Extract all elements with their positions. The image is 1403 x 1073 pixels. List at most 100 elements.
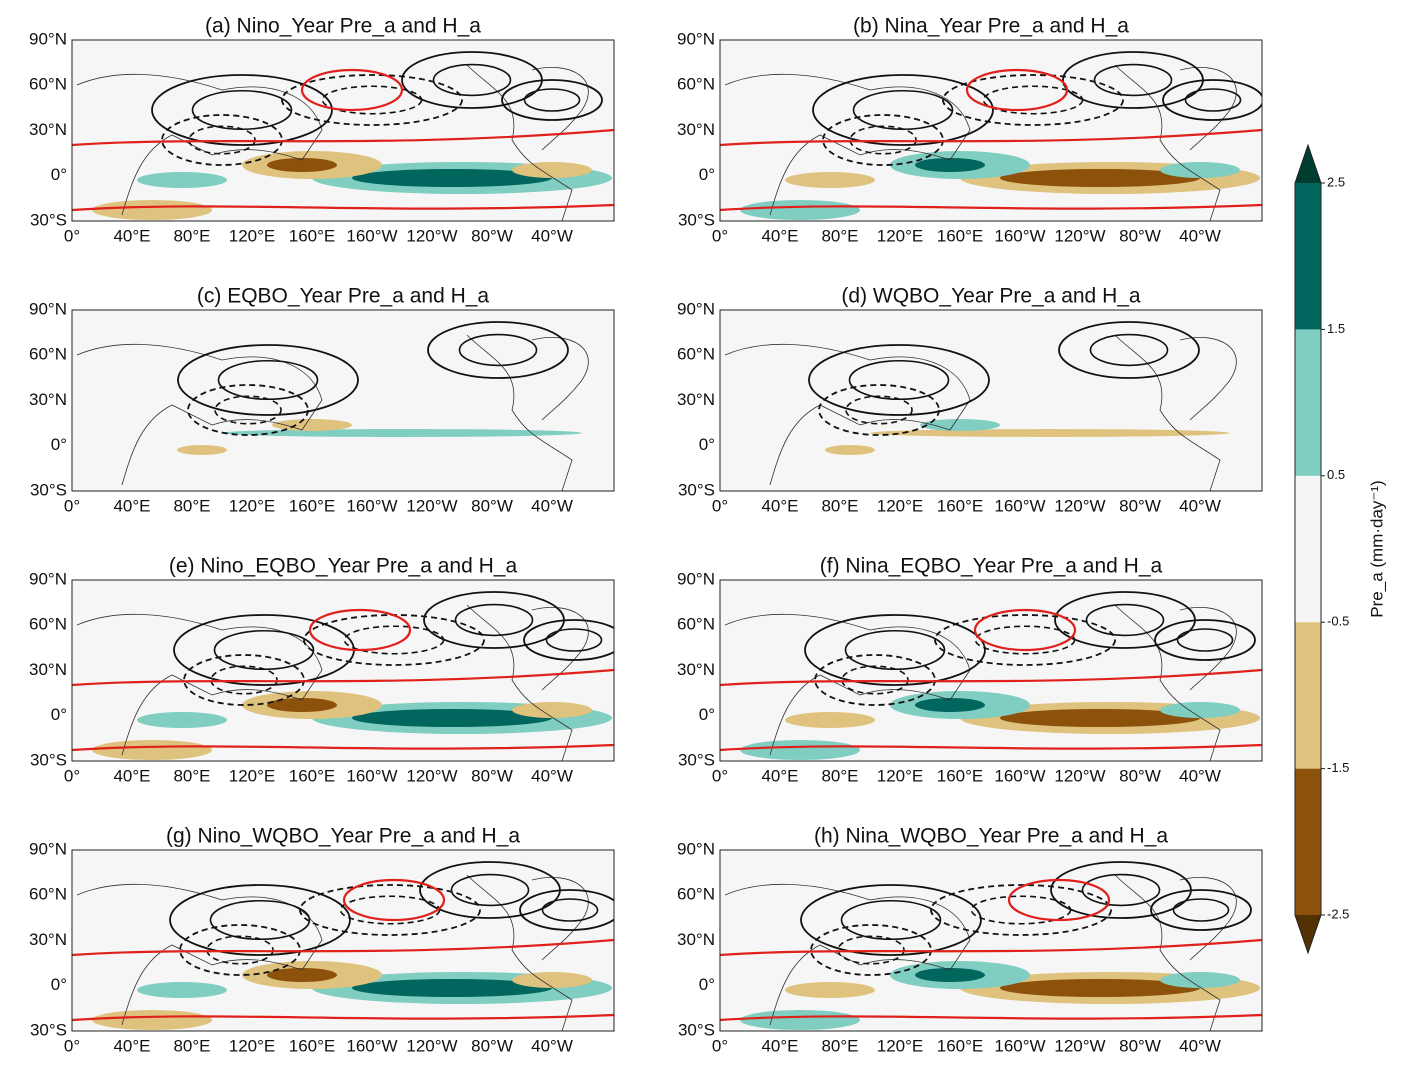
contour [810,924,932,976]
x-tick-label: 0° [712,766,728,785]
map-panel: (g) Nino_WQBO_Year Pre_a and H_a 90°N 60°N… [29,825,615,1055]
y-tick-label: 30°S [30,750,67,769]
x-tick-label: 40°W [531,496,573,515]
map-frame [71,579,615,762]
panel-title: (b) Nina_Year Pre_a and H_a [853,15,1129,38]
y-tick-label: 0° [51,165,67,184]
map-background [72,850,614,1031]
y-tick-label: 0° [699,975,715,994]
coastline [466,604,573,761]
shading [1000,979,1200,997]
colorbar-band [1295,329,1321,476]
red-contour [72,743,614,752]
map-background [720,850,1262,1031]
shading [1160,702,1240,718]
red-contour [720,203,1262,212]
x-tick-label: 160°E [289,226,336,245]
map-content [72,51,614,221]
coastline [1114,334,1221,491]
contour [818,384,940,436]
contour [188,125,256,155]
x-tick-label: 160°W [994,496,1045,515]
y-tick-label: 30°N [677,120,715,139]
x-tick-label: 80°E [821,1036,858,1055]
contour [849,125,917,155]
x-tick-label: 120°E [229,496,276,515]
x-tick-label: 160°W [994,226,1045,245]
coastline [1114,604,1221,761]
contour [837,935,905,965]
red-contour [973,608,1077,652]
contour [339,895,441,925]
x-tick-label: 80°E [173,1036,210,1055]
shading [512,972,592,988]
x-tick-label: 40°E [113,496,150,515]
contour [519,889,614,931]
red-contour [72,203,614,212]
contour [523,88,581,112]
coastline [724,73,971,216]
colorbar-band [1295,475,1321,623]
contour [942,74,1124,126]
y-tick-label: 90°N [29,569,67,588]
contour [814,654,936,706]
map-background [72,40,614,221]
colorbar-tick-label: 1.5 [1327,321,1345,336]
x-tick-label: 120°E [877,496,924,515]
y-tick-label: 30°N [29,390,67,409]
red-contour [72,938,614,957]
x-tick-label: 160°W [346,766,397,785]
contour [1176,628,1234,652]
contour [151,74,333,146]
contour [501,79,603,121]
contour [841,665,909,695]
red-contour [342,878,446,922]
x-tick-label: 40°W [1179,766,1221,785]
y-tick-label: 0° [51,705,67,724]
x-tick-label: 120°E [229,226,276,245]
x-tick-label: 160°W [994,1036,1045,1055]
contour [179,924,301,976]
coastline [76,73,323,216]
contour [541,898,599,922]
contour [523,619,614,661]
contour [822,114,944,166]
x-tick-label: 80°W [1119,766,1161,785]
y-tick-label: 30°N [677,390,715,409]
map-frame [719,849,1263,1032]
coastline [76,613,323,756]
map-content [720,591,1262,761]
coastline [1114,64,1221,221]
map-panel: (a) Nino_Year Pre_a and H_a 90°N 60°N 30°N 0… [29,15,615,245]
x-tick-label: 40°W [1179,496,1221,515]
coastline [531,67,589,151]
contour [982,85,1084,115]
colorbar-band [1295,622,1321,769]
colorbar-band [1295,768,1321,915]
x-tick-label: 0° [712,496,728,515]
contour [214,395,282,425]
x-tick-label: 120°W [1054,1036,1105,1055]
shading [267,698,337,712]
y-tick-label: 60°N [677,345,715,364]
y-tick-label: 30°S [30,1020,67,1039]
shading [137,172,227,188]
panel-title: (e) Nino_EQBO_Year Pre_a and H_a [169,555,518,578]
colorbar-band [1295,183,1321,330]
x-tick-label: 0° [712,226,728,245]
x-tick-label: 80°W [471,1036,513,1055]
y-tick-label: 90°N [29,299,67,318]
x-tick-label: 0° [64,496,80,515]
coastline [1179,877,1237,961]
contour [1081,873,1161,907]
map-panel: (h) Nina_WQBO_Year Pre_a and H_a 90°N 60°N… [677,825,1263,1055]
y-tick-label: 30°N [29,120,67,139]
y-tick-label: 30°S [678,480,715,499]
contour [281,74,463,126]
x-tick-label: 120°E [229,766,276,785]
coastline [531,607,589,691]
map-frame [71,309,615,492]
map-panel: (c) EQBO_Year Pre_a and H_a 90°N 60°N 30°N 0… [29,285,615,515]
y-tick-label: 30°S [30,480,67,499]
